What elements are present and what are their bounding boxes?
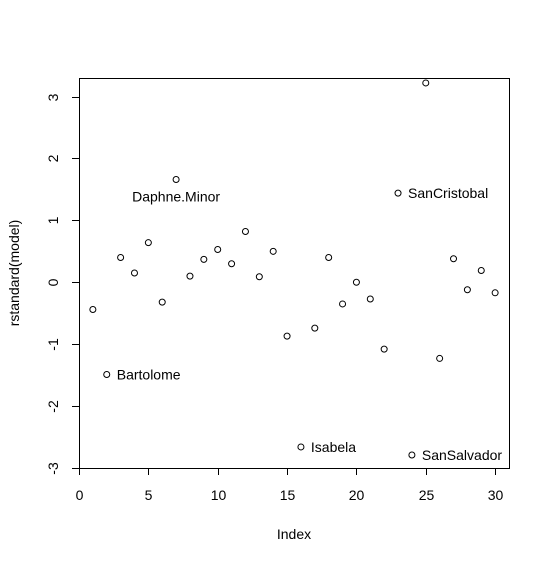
data-point [130, 269, 138, 277]
data-point [366, 295, 374, 303]
point-label: SantaCruz [393, 60, 459, 76]
data-point [325, 254, 333, 262]
y-tick-label: 3 [45, 93, 61, 101]
point-label: Isabela [311, 439, 356, 455]
x-axis: 0 5 10 15 20 25 30 [76, 468, 504, 503]
data-point [89, 306, 97, 314]
data-point [103, 371, 111, 379]
y-tick-label: 2 [45, 154, 61, 162]
data-point [241, 228, 249, 236]
x-tick-label: 20 [349, 487, 365, 503]
data-point [394, 189, 402, 197]
x-tick-label: 15 [280, 487, 296, 503]
data-point [422, 79, 430, 87]
data-point [311, 324, 319, 332]
y-axis-title: rstandard(model) [6, 220, 22, 327]
data-point [172, 176, 180, 184]
data-point [144, 239, 152, 247]
x-tick-label: 5 [145, 487, 153, 503]
point-annotations: Bartolome Daphne.Minor Isabela SanCristobal… [117, 60, 503, 463]
y-tick-label: 0 [45, 278, 61, 286]
y-tick-label: -3 [45, 462, 61, 475]
data-point [339, 300, 347, 308]
point-label: Bartolome [117, 367, 181, 383]
data-point [491, 289, 499, 297]
y-tick-label: 1 [45, 216, 61, 224]
data-point [269, 247, 277, 255]
data-point [408, 451, 416, 459]
point-label: SanSalvador [422, 447, 503, 463]
data-point [200, 255, 208, 263]
data-point [380, 345, 388, 353]
data-point [463, 286, 471, 294]
y-tick-label: -1 [45, 338, 61, 351]
point-label: SanCristobal [408, 185, 488, 201]
x-tick-label: 30 [488, 487, 504, 503]
data-point [352, 278, 360, 286]
data-point [186, 272, 194, 280]
x-tick-label: 10 [211, 487, 227, 503]
data-point [297, 443, 305, 451]
data-point [477, 267, 485, 275]
data-point [158, 298, 166, 306]
point-label: Daphne.Minor [132, 189, 220, 205]
x-tick-label: 25 [419, 487, 435, 503]
data-point [255, 273, 263, 281]
x-axis-title: Index [277, 526, 311, 542]
data-point [283, 332, 291, 340]
data-points [89, 79, 499, 459]
y-tick-label: -2 [45, 400, 61, 413]
plot-frame [79, 78, 510, 469]
y-axis: -3 -2 -1 0 1 2 3 [45, 93, 80, 475]
data-point [450, 255, 458, 263]
data-point [228, 260, 236, 268]
x-tick-label: 0 [76, 487, 84, 503]
data-point [436, 354, 444, 362]
data-point [117, 254, 125, 262]
data-point [214, 245, 222, 253]
